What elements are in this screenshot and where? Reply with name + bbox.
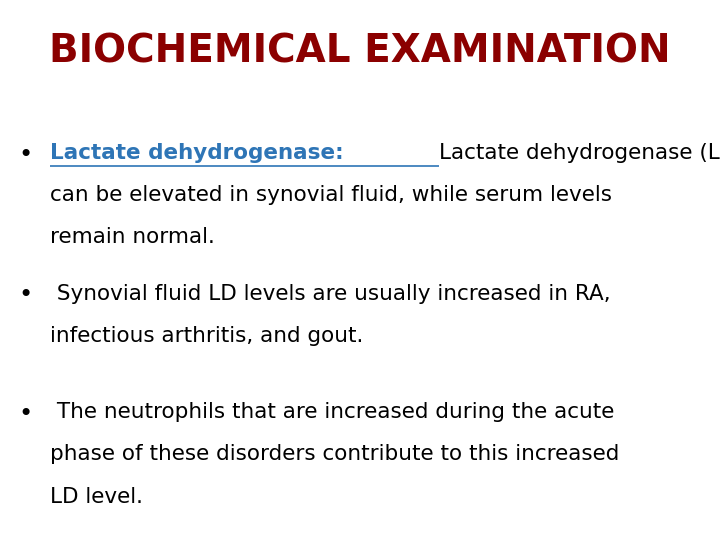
Text: LD level.: LD level. — [50, 487, 143, 507]
Text: Synovial fluid LD levels are usually increased in RA,: Synovial fluid LD levels are usually inc… — [50, 284, 611, 303]
Text: Lactate dehydrogenase (LD): Lactate dehydrogenase (LD) — [439, 143, 720, 163]
Text: Lactate dehydrogenase:: Lactate dehydrogenase: — [50, 143, 351, 163]
Text: •: • — [18, 402, 32, 426]
Text: infectious arthritis, and gout.: infectious arthritis, and gout. — [50, 326, 364, 346]
Text: remain normal.: remain normal. — [50, 227, 215, 247]
Text: BIOCHEMICAL EXAMINATION: BIOCHEMICAL EXAMINATION — [49, 32, 671, 70]
Text: The neutrophils that are increased during the acute: The neutrophils that are increased durin… — [50, 402, 615, 422]
Text: •: • — [18, 284, 32, 307]
Text: can be elevated in synovial fluid, while serum levels: can be elevated in synovial fluid, while… — [50, 185, 613, 205]
Text: phase of these disorders contribute to this increased: phase of these disorders contribute to t… — [50, 444, 620, 464]
Text: •: • — [18, 143, 32, 167]
